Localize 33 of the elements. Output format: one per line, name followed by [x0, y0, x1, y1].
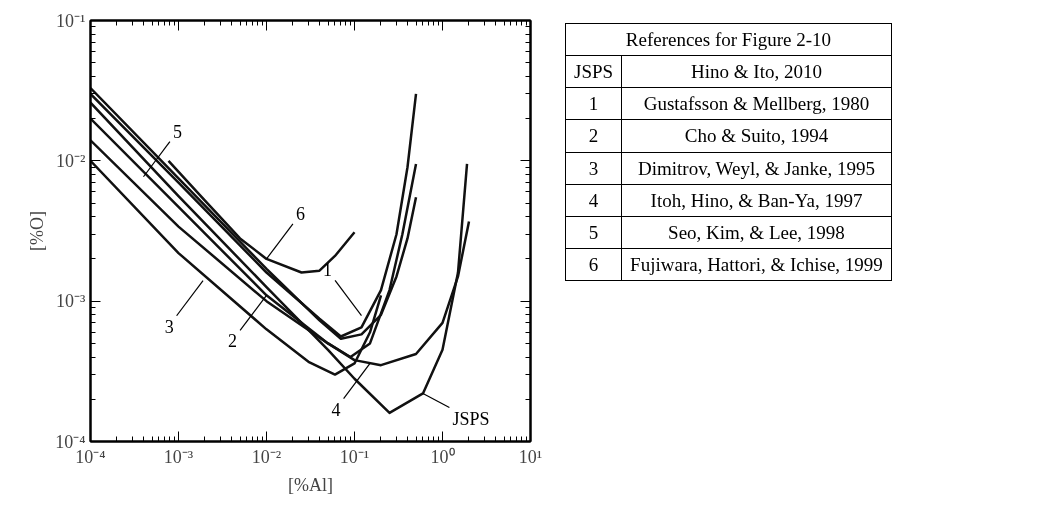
text: 1	[565, 87, 622, 120]
x-tick-label: 10¹	[518, 446, 543, 467]
text: Fujiwara, Hattori, & Ichise, 1999	[621, 248, 892, 281]
annotation: 1	[323, 260, 333, 281]
text: Cho & Suito, 1994	[621, 119, 892, 153]
x-axis-title: [%Al]	[288, 474, 333, 495]
x-tick-label: 10⁻¹	[339, 446, 370, 467]
text: Itoh, Hino, & Ban-Ya, 1997	[621, 184, 892, 217]
y-axis-title: [%O]	[27, 211, 48, 251]
text: Seo, Kim, & Lee, 1998	[621, 216, 892, 249]
y-tick-label: 10⁻²	[56, 150, 86, 171]
text: 4	[565, 184, 622, 217]
x-tick-label: 10⁻²	[251, 446, 282, 467]
x-tick-label: 10⁻³	[163, 446, 194, 467]
x-tick-label: 10⁻⁴	[75, 446, 106, 467]
annotation: 3	[164, 316, 174, 337]
text: 2	[565, 119, 622, 153]
x-tick-label: 10⁰	[430, 446, 455, 467]
text: Dimitrov, Weyl, & Janke, 1995	[621, 152, 892, 185]
annotation: 2	[228, 331, 238, 352]
y-tick-label: 10⁻¹	[56, 10, 86, 31]
y-tick-label: 10⁻³	[56, 291, 87, 312]
text: 6	[565, 248, 622, 281]
annotation: 4	[331, 399, 341, 420]
annotation: 5	[172, 121, 182, 142]
text: References for Figure 2-10	[565, 23, 892, 56]
text: Hino & Ito, 2010	[621, 55, 892, 88]
annotation: 6	[295, 203, 305, 224]
text: 5	[565, 216, 622, 249]
annotation: JSPS	[452, 409, 490, 430]
text: Gustafsson & Mellberg, 1980	[621, 87, 892, 120]
text: JSPS	[565, 55, 622, 88]
text: 3	[565, 152, 622, 185]
